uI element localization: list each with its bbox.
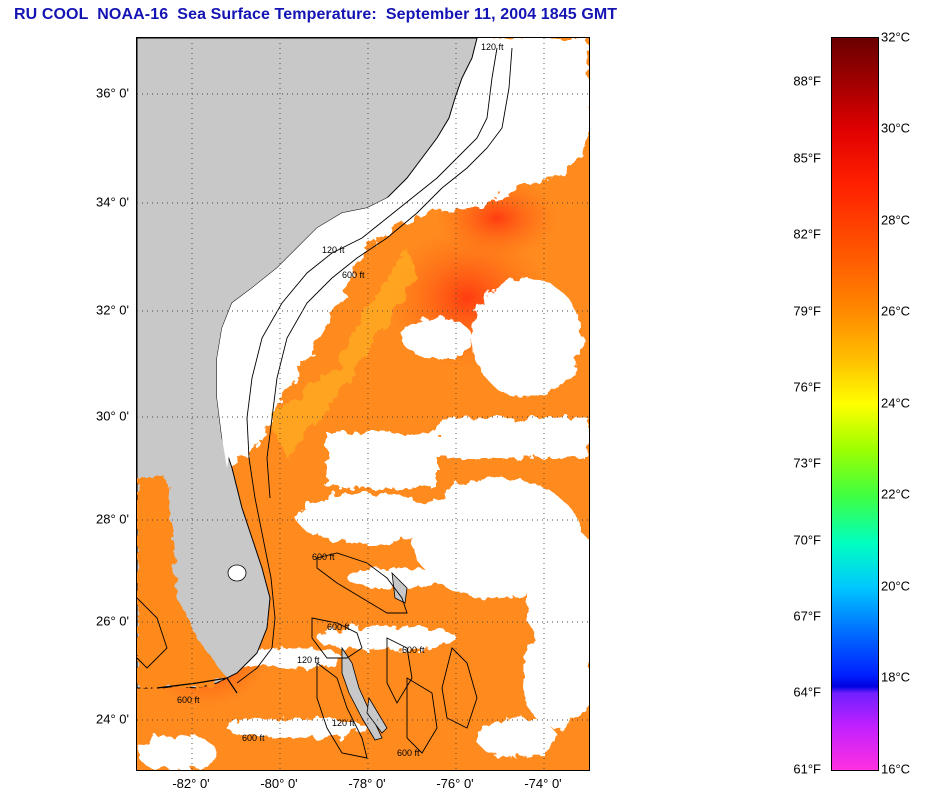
contour-label-600: 600 ft [402,645,425,655]
cuba-coast [156,677,238,694]
gulf-water [137,478,227,688]
contour-label-120: 120 ft [332,718,355,728]
contour-label-120: 120 ft [297,655,320,665]
colorbar-fahrenheit-label: 79°F [793,303,821,319]
lake-okeechobee [227,564,247,582]
lon-label: -82° 0' [172,776,210,791]
colorbar-celsius-label: 18°C [881,669,911,685]
colorbar-fahrenheit-label: 85°F [793,150,821,166]
colorbar-fahrenheit-label: 76°F [793,379,821,395]
temperature-colorbar [831,37,879,771]
shelf-cool-band [267,248,417,458]
colorbar-celsius-label: 26°C [881,303,911,319]
colorbar-fahrenheit-label: 67°F [793,608,821,624]
colorbar-celsius-label: 28°C [881,212,911,228]
colorbar-celsius-label: 32°C [881,29,911,45]
colorbar-celsius-label: 20°C [881,578,911,594]
lat-label: 36° 0' [96,85,129,101]
colorbar-fahrenheit-label: 61°F [793,761,821,777]
page-title: RU COOL NOAA-16 Sea Surface Temperature:… [14,6,618,23]
sst-map: 120 ft 600 ft 120 ft 600 ft 600 ft 120 f… [136,37,590,771]
contour-label-120: 120 ft [322,245,345,255]
lat-label: 30° 0' [96,408,129,424]
colorbar-celsius-label: 22°C [881,486,911,502]
lat-label: 32° 0' [96,302,129,318]
lon-label: -74° 0' [524,776,562,791]
contour-label-600: 600 ft [177,695,200,705]
contour-label-600: 600 ft [342,270,365,280]
colorbar-celsius-label: 16°C [881,761,911,777]
lon-label: -76° 0' [436,776,474,791]
contour-label-120: 120 ft [481,42,504,52]
lat-label: 28° 0' [96,511,129,527]
colorbar-celsius-label: 30°C [881,120,911,136]
colorbar-fahrenheit-label: 82°F [793,226,821,242]
contour-label-600: 600 ft [312,552,335,562]
bahamas-islands [341,571,408,741]
colorbar-fahrenheit-label: 73°F [793,455,821,471]
colorbar-fahrenheit-label: 88°F [793,73,821,89]
lon-label: -78° 0' [348,776,386,791]
sst-map-canvas: 120 ft 600 ft 120 ft 600 ft 600 ft 120 f… [137,38,589,770]
lat-label: 26° 0' [96,613,129,629]
lat-label: 24° 0' [96,711,129,727]
colorbar-fahrenheit-label: 70°F [793,532,821,548]
colorbar-celsius-label: 24°C [881,395,911,411]
contour-label-600: 600 ft [327,622,350,632]
bathymetry-contours [137,47,513,759]
contour-label-600: 600 ft [242,733,265,743]
lat-label: 34° 0' [96,194,129,210]
lon-label: -80° 0' [260,776,298,791]
coastal-cloud [217,178,437,468]
contour-label-600: 600 ft [397,748,420,758]
graticule [137,38,589,770]
colorbar-fahrenheit-label: 64°F [793,684,821,700]
